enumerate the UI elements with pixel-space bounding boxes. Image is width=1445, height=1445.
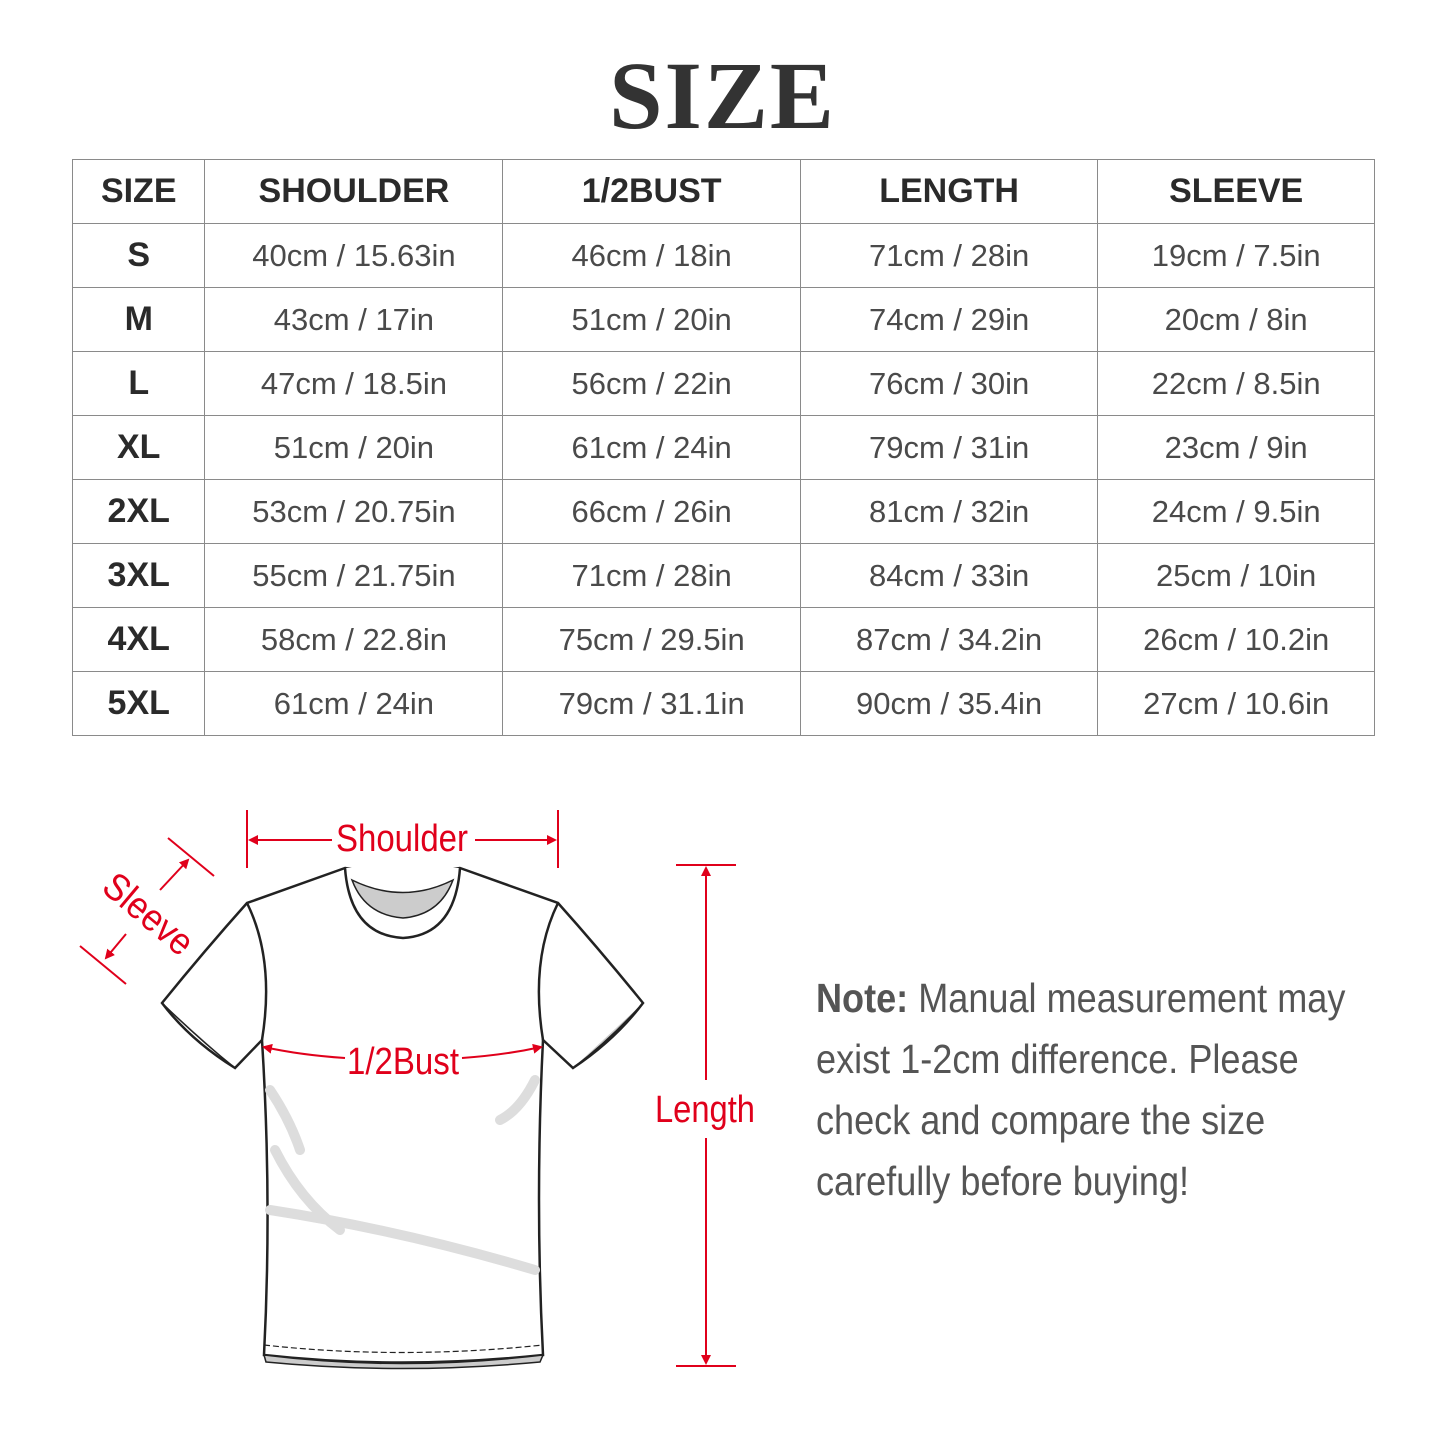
note-text: Note: Manual measurement may exist 1-2cm… <box>816 968 1379 1212</box>
note-body: Manual measurement may exist 1-2cm diffe… <box>816 975 1346 1204</box>
measurement-cell: 51cm / 20in <box>502 287 801 352</box>
measurement-cell: 56cm / 22in <box>502 351 801 416</box>
size-cell: S <box>71 223 206 288</box>
column-header: SLEEVE <box>1097 159 1375 224</box>
measurement-cell: 19cm / 7.5in <box>1097 223 1375 288</box>
column-header: LENGTH <box>799 159 1099 224</box>
size-table: SIZE SHOULDER 1/2BUST LENGTH SLEEVE S 40cm / … <box>71 159 1375 736</box>
table-row: M 43cm / 17in 51cm / 20in 74cm / 29in 20cm /… <box>71 287 1375 352</box>
note-label: Note: <box>816 975 909 1021</box>
measurement-cell: 43cm / 17in <box>204 287 504 352</box>
measurement-cell: 24cm / 9.5in <box>1097 479 1375 544</box>
measurement-cell: 81cm / 32in <box>799 479 1099 544</box>
measurement-cell: 90cm / 35.4in <box>799 671 1099 736</box>
column-header: 1/2BUST <box>502 159 801 224</box>
measurement-cell: 66cm / 26in <box>502 479 801 544</box>
measurement-cell: 61cm / 24in <box>502 415 801 480</box>
measurement-cell: 40cm / 15.63in <box>204 223 504 288</box>
measure-lines <box>79 810 736 1367</box>
size-cell: 5XL <box>71 671 206 736</box>
measurement-cell: 26cm / 10.2in <box>1097 607 1375 672</box>
table-row: L 47cm / 18.5in 56cm / 22in 76cm / 30in 22cm… <box>71 351 1375 416</box>
measurement-cell: 74cm / 29in <box>799 287 1099 352</box>
measurement-cell: 79cm / 31.1in <box>502 671 801 736</box>
measurement-cell: 58cm / 22.8in <box>204 607 504 672</box>
measurement-cell: 22cm / 8.5in <box>1097 351 1375 416</box>
measurement-cell: 53cm / 20.75in <box>204 479 504 544</box>
sleeve-label: Sleeve <box>94 865 201 965</box>
size-cell: M <box>71 287 206 352</box>
table-row: XL 51cm / 20in 61cm / 24in 79cm / 31in 23cm … <box>71 415 1375 480</box>
measurement-cell: 23cm / 9in <box>1097 415 1375 480</box>
tshirt-icon <box>160 866 645 1370</box>
measurement-cell: 84cm / 33in <box>799 543 1099 608</box>
measurement-cell: 61cm / 24in <box>204 671 504 736</box>
measurement-cell: 71cm / 28in <box>502 543 801 608</box>
table-row: 3XL 55cm / 21.75in 71cm / 28in 84cm / 33in 2… <box>71 543 1375 608</box>
measurement-cell: 47cm / 18.5in <box>204 351 504 416</box>
size-cell: L <box>71 351 206 416</box>
table-row: 2XL 53cm / 20.75in 66cm / 26in 81cm / 32in 2… <box>71 479 1375 544</box>
bust-label: 1/2Bust <box>347 1041 459 1083</box>
measurement-cell: 76cm / 30in <box>799 351 1099 416</box>
table-body: S 40cm / 15.63in 46cm / 18in 71cm / 28in 19c… <box>71 223 1375 736</box>
measurement-cell: 25cm / 10in <box>1097 543 1375 608</box>
measurement-cell: 27cm / 10.6in <box>1097 671 1375 736</box>
table-header-row: SIZE SHOULDER 1/2BUST LENGTH SLEEVE <box>71 159 1375 224</box>
size-cell: 4XL <box>71 607 206 672</box>
measurement-cell: 51cm / 20in <box>204 415 504 480</box>
size-cell: 2XL <box>71 479 206 544</box>
table-row: 5XL 61cm / 24in 79cm / 31.1in 90cm / 35.4in… <box>71 671 1375 736</box>
measurement-cell: 55cm / 21.75in <box>204 543 504 608</box>
measurement-cell: 79cm / 31in <box>799 415 1099 480</box>
shoulder-label: Shoulder <box>336 818 468 860</box>
column-header: SIZE <box>71 159 206 224</box>
measurement-cell: 75cm / 29.5in <box>502 607 801 672</box>
length-label: Length <box>655 1089 755 1131</box>
table-row: S 40cm / 15.63in 46cm / 18in 71cm / 28in 19c… <box>71 223 1375 288</box>
shirt-shading <box>265 1075 540 1275</box>
measurement-cell: 20cm / 8in <box>1097 287 1375 352</box>
size-cell: 3XL <box>71 543 206 608</box>
page-title: SIZE <box>609 42 836 149</box>
measurement-cell: 46cm / 18in <box>502 223 801 288</box>
